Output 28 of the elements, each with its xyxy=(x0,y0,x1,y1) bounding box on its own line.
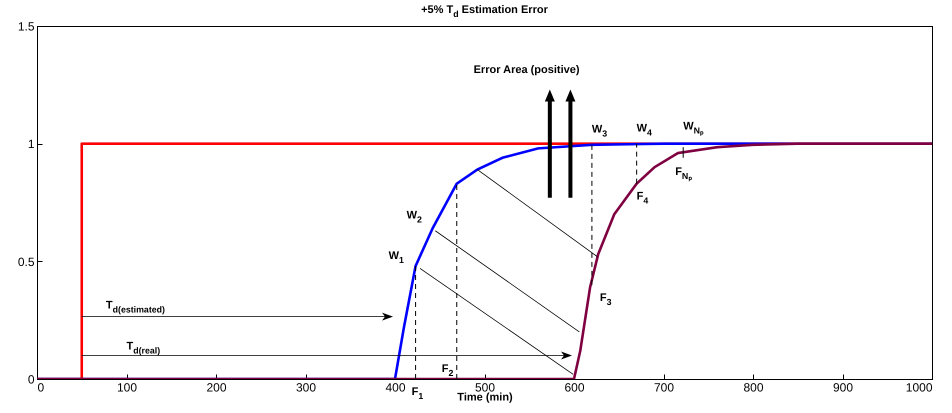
chart-title: +5% T$_{d}$ Estimation Error xyxy=(421,4,549,20)
x-tick-label: 300 xyxy=(296,380,316,394)
x-tick-label: 600 xyxy=(564,380,585,394)
annotation: F$_{4}$ xyxy=(636,190,648,206)
annotation: W$_{2}$ xyxy=(406,209,422,225)
annotation: F$_{1}$ xyxy=(412,386,424,402)
annotation: T$_{d(estimated)}$ xyxy=(106,299,166,315)
x-tick-label: 700 xyxy=(654,380,674,394)
y-tick-label: 1.5 xyxy=(18,20,35,34)
annotation: F$_{3}$ xyxy=(600,292,612,308)
x-tick-label: 800 xyxy=(743,380,764,394)
annotation: W$_{Nₚ}$ xyxy=(683,120,704,138)
x-axis-title: Time (min) xyxy=(457,392,514,404)
x-tick-label: 1000 xyxy=(906,380,933,394)
x-tick-label: 100 xyxy=(116,380,138,394)
x-tick-label: 400 xyxy=(385,380,406,394)
annotation: W$_{1}$ xyxy=(388,250,404,266)
annotation: W$_{4}$ xyxy=(636,122,652,138)
annotation: F$_{2}$ xyxy=(442,363,454,378)
x-tick-label: 0 xyxy=(38,380,44,394)
x-tick-label: 200 xyxy=(206,380,227,394)
annotation: T$_{d(real)}$ xyxy=(126,340,160,356)
annotation: F$_{Nₚ}$ xyxy=(675,166,692,182)
y-tick-label: 1 xyxy=(28,137,35,152)
y-tick-label: 0.5 xyxy=(18,254,35,269)
x-tick-label: 900 xyxy=(832,380,854,394)
annotation: W$_{3}$ xyxy=(592,124,608,140)
annotation: Error Area (positive) xyxy=(474,64,580,76)
